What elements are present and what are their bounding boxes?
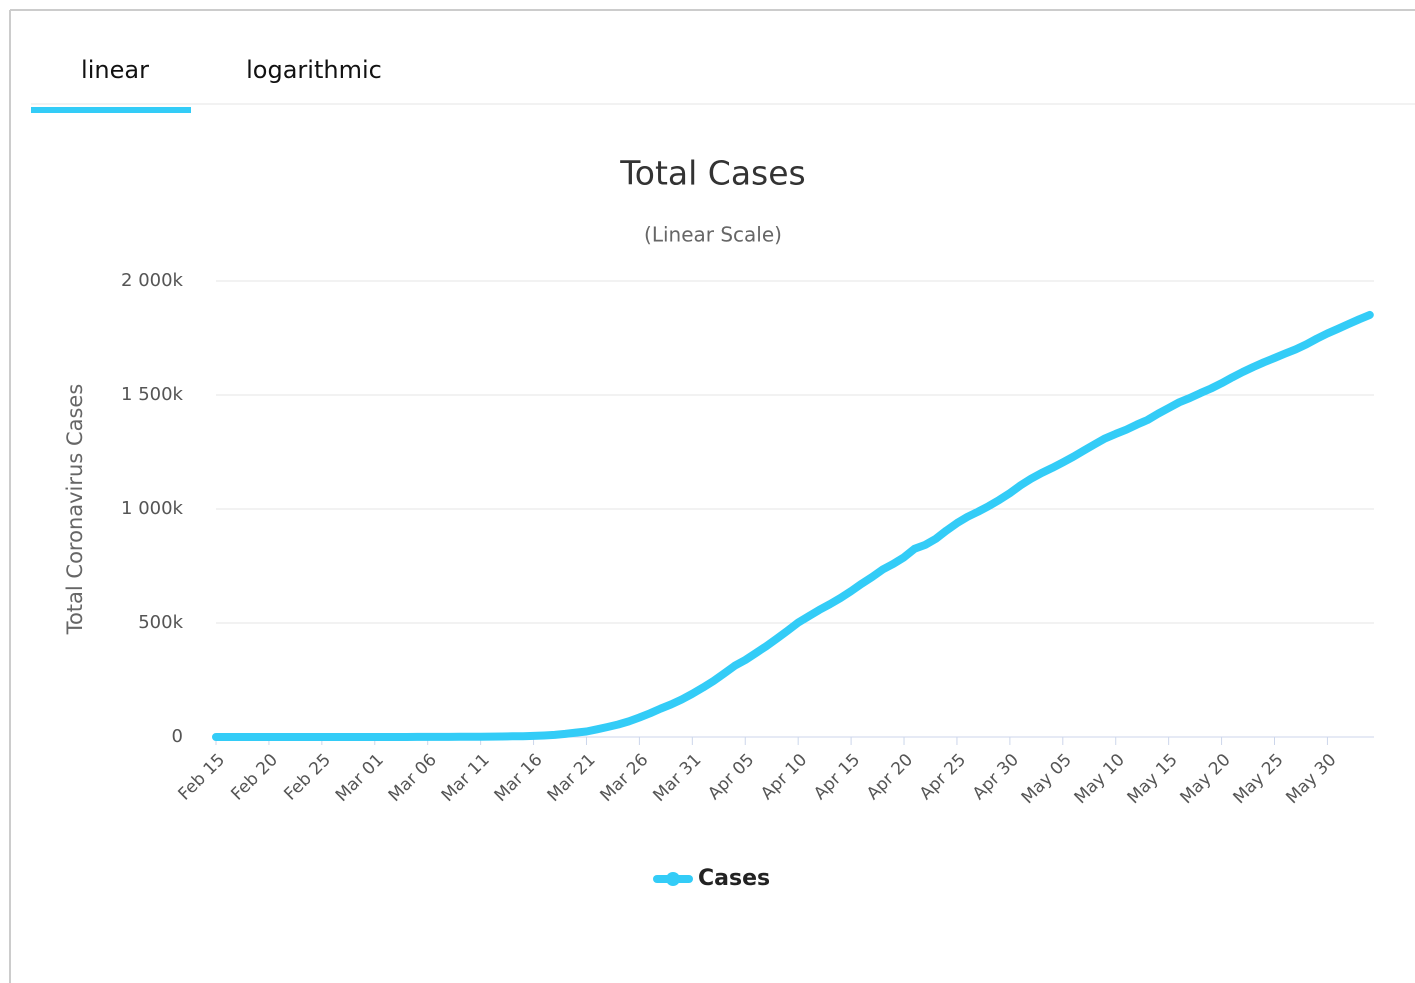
x-tick-label: Apr 15 (810, 750, 864, 804)
x-tick-label: Feb 20 (227, 750, 282, 805)
x-tick-label: Apr 25 (916, 750, 970, 804)
chart-subtitle: (Linear Scale) (644, 223, 782, 247)
y-axis-label: Total Coronavirus Cases (63, 384, 87, 636)
x-tick-label: May 10 (1071, 750, 1129, 808)
x-tick-label: Mar 21 (544, 750, 600, 806)
x-tick-label: Mar 16 (491, 750, 547, 806)
legend-label: Cases (698, 866, 770, 891)
y-tick-label: 2 000k (121, 270, 184, 291)
legend-symbol (666, 872, 680, 886)
x-tick-label: Apr 10 (757, 750, 811, 804)
x-tick-label: Feb 15 (175, 750, 230, 805)
x-tick-label: Mar 06 (385, 750, 441, 806)
x-tick-label: May 05 (1018, 750, 1076, 808)
x-tick-label: Mar 31 (649, 750, 705, 806)
tab[interactable]: logarithmic (246, 56, 382, 84)
x-tick-label: Apr 30 (969, 750, 1023, 804)
series-line (212, 310, 1374, 741)
y-tick-label: 500k (138, 612, 183, 633)
y-tick-label: 1 500k (121, 384, 184, 405)
x-tick-label: Apr 05 (704, 750, 758, 804)
chart-title: Total Cases (619, 154, 806, 193)
x-tick-label: May 30 (1282, 750, 1340, 808)
y-tick-label: 1 000k (121, 498, 184, 519)
x-tick-label: May 25 (1229, 750, 1287, 808)
tab[interactable]: linear (81, 56, 149, 84)
active-tab-underline (31, 107, 191, 113)
y-tick-label: 0 (172, 726, 183, 747)
x-tick-label: Mar 26 (597, 750, 653, 806)
x-tick-label: May 20 (1177, 750, 1235, 808)
x-tick-label: Mar 11 (438, 750, 494, 806)
x-tick-label: Feb 25 (280, 750, 335, 805)
x-tick-label: May 15 (1124, 750, 1182, 808)
x-tick-label: Mar 01 (332, 750, 388, 806)
x-tick-label: Apr 20 (863, 750, 917, 804)
